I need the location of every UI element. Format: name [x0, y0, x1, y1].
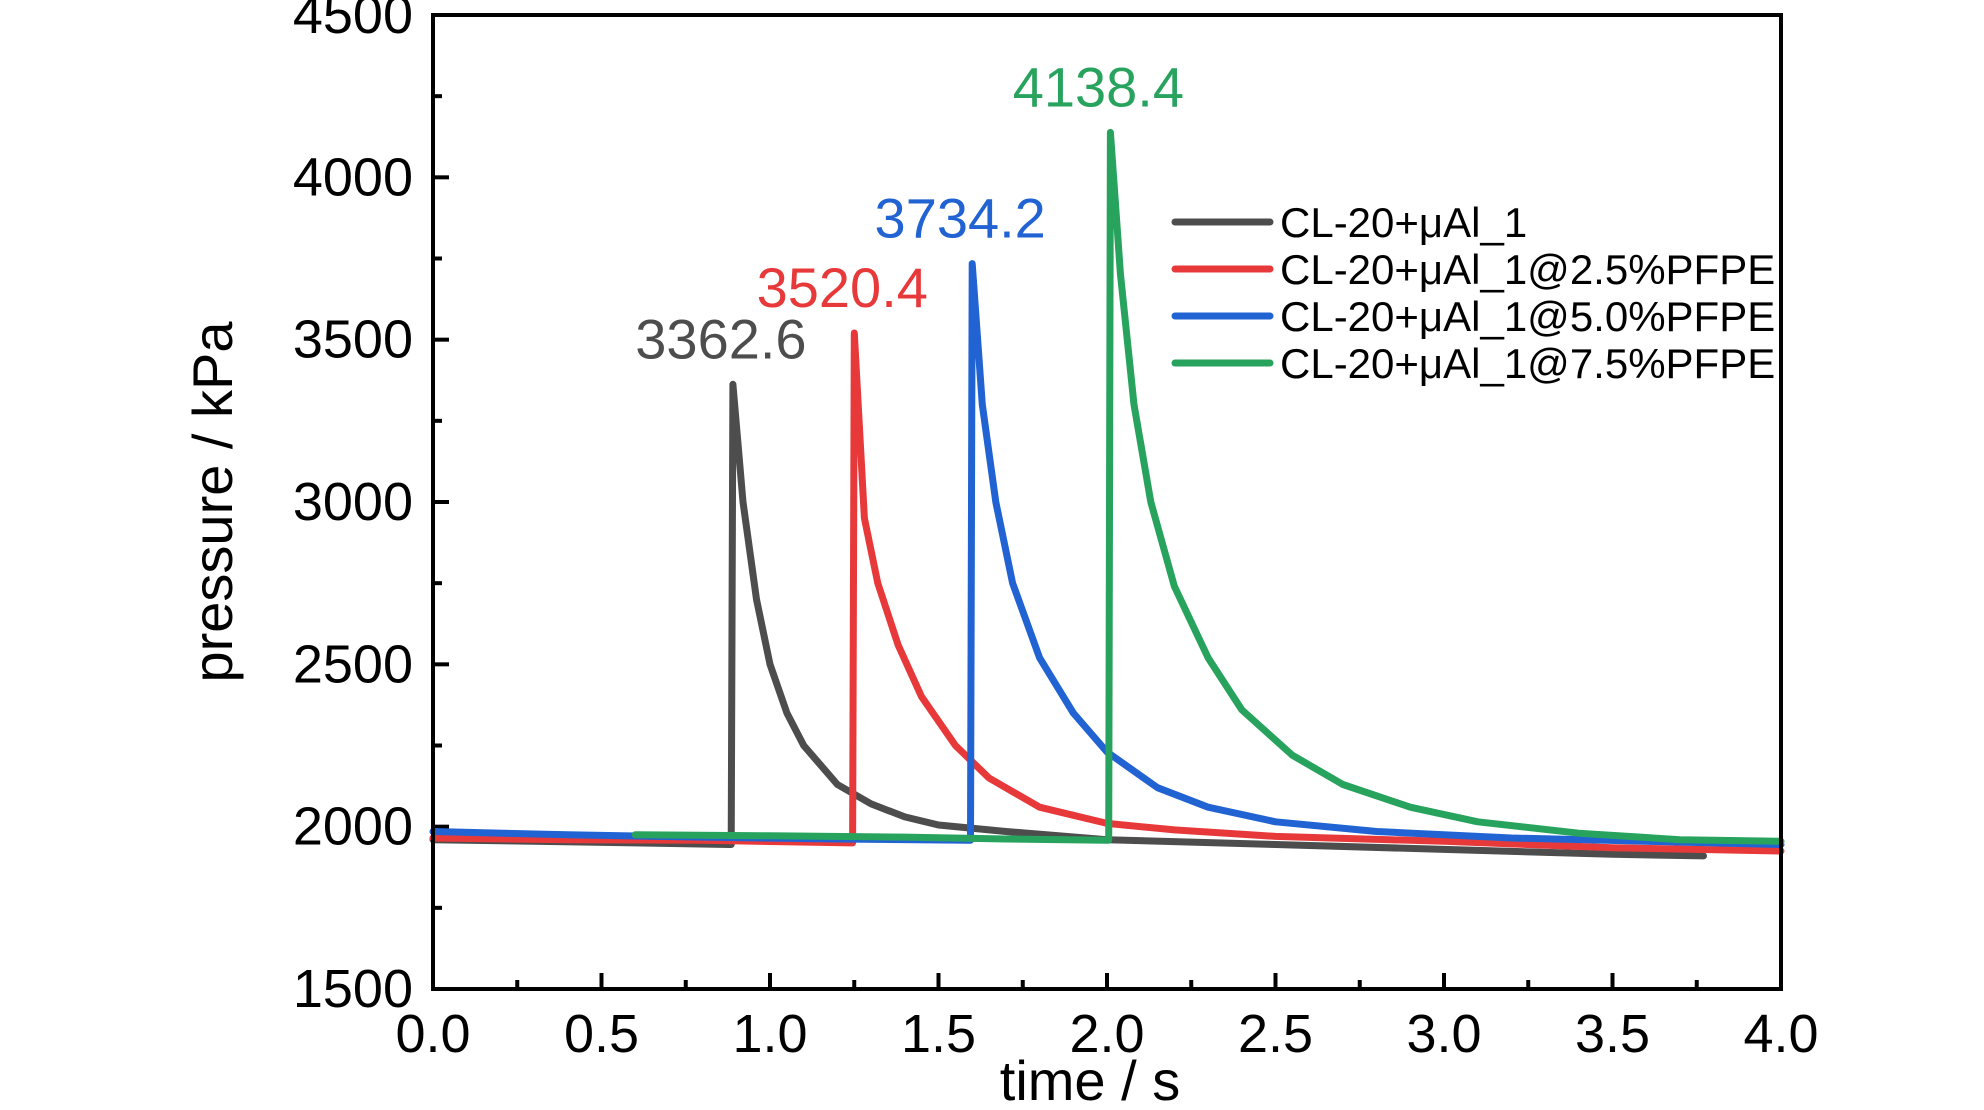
x-tick-label: 0.0 — [395, 1004, 470, 1064]
x-axis: 0.0 0.5 1.0 1.5 2.0 2.5 3.0 3.5 4.0 — [395, 973, 1819, 1064]
x-tick-label: 3.5 — [1575, 1004, 1650, 1064]
y-tick-label: 3500 — [293, 310, 413, 370]
x-tick-label: 4.0 — [1743, 1004, 1818, 1064]
x-tick-label: 0.5 — [564, 1004, 639, 1064]
legend-entry-label: CL-20+μAl_1@2.5%PFPE — [1280, 246, 1775, 293]
x-tick-label: 1.0 — [732, 1004, 807, 1064]
y-axis: 1500 2000 2500 3000 3500 4000 4500 — [293, 0, 449, 1019]
peak-value-label: 4138.4 — [1013, 55, 1184, 118]
plot-frame — [431, 13, 1783, 991]
legend-entry-label: CL-20+μAl_1@5.0%PFPE — [1280, 293, 1775, 340]
x-tick-label: 2.5 — [1238, 1004, 1313, 1064]
legend: CL-20+μAl_1CL-20+μAl_1@2.5%PFPECL-20+μAl… — [1171, 199, 1775, 387]
y-tick-label: 2500 — [293, 634, 413, 694]
series-line — [429, 380, 1707, 860]
y-axis-label: pressure / kPa — [181, 321, 244, 683]
legend-entry-label: CL-20+μAl_1@7.5%PFPE — [1280, 340, 1775, 387]
y-tick-label: 2000 — [293, 797, 413, 857]
x-axis-label: time / s — [1000, 1049, 1180, 1110]
peak-value-label: 3362.6 — [635, 307, 806, 370]
plot-lines — [429, 128, 1785, 860]
series-line — [429, 329, 1785, 855]
x-tick-label: 1.5 — [901, 1004, 976, 1064]
legend-entry-label: CL-20+μAl_1 — [1280, 199, 1527, 246]
peak-value-label: 3734.2 — [875, 187, 1046, 250]
y-tick-label: 4000 — [293, 147, 413, 207]
series-line — [631, 128, 1785, 845]
y-tick-label: 1500 — [293, 959, 413, 1019]
y-tick-label: 3000 — [293, 472, 413, 532]
x-tick-label: 2.0 — [1069, 1004, 1144, 1064]
peak-value-label: 3520.4 — [757, 256, 928, 319]
x-tick-label: 3.0 — [1406, 1004, 1481, 1064]
y-tick-label: 4500 — [293, 0, 413, 45]
